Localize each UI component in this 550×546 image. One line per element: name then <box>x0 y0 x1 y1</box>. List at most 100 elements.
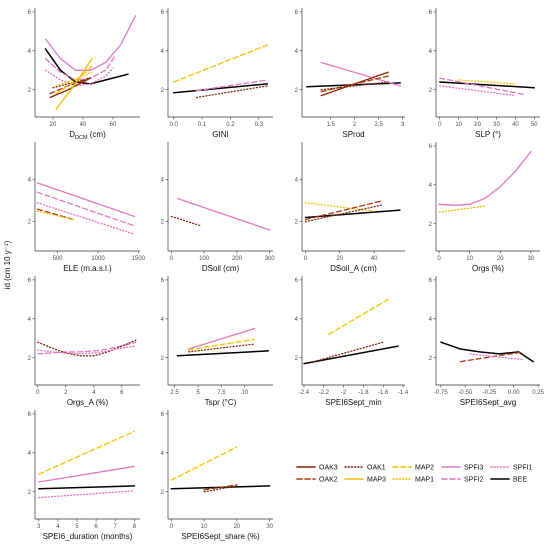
x-tick-label: 30 <box>527 256 534 262</box>
series-line-spfi3 <box>38 465 135 483</box>
legend-item-map3: MAP3 <box>344 477 386 484</box>
x-axis-label: SPEI6Sept_avg <box>460 398 516 407</box>
y-tick-label: 4 <box>429 49 433 55</box>
x-axis-label: SPEI6_duration (months) <box>43 532 133 541</box>
y-tick-label: 2 <box>28 88 32 94</box>
x-axis-label: DSoil_A (cm) <box>330 264 377 273</box>
x-axis-label: Orgs_A (%) <box>67 398 109 407</box>
series-line-map2 <box>173 44 268 83</box>
series-line-spfi2 <box>44 54 117 81</box>
series-line-spfi2 <box>37 341 137 355</box>
series-line-map1 <box>458 79 517 85</box>
series-line-bee <box>172 83 269 94</box>
x-tick-label: -0.25 <box>483 390 497 396</box>
x-tick-label: 2 <box>64 390 68 396</box>
x-tick-label: -0.75 <box>434 390 448 396</box>
legend-label: OAK2 <box>319 477 338 484</box>
x-tick-label: 20 <box>50 122 57 128</box>
legend-item-bee: BEE <box>490 477 527 484</box>
legend-label: MAP3 <box>367 477 386 484</box>
x-tick-label: 40 <box>512 122 519 128</box>
series-line-oak1 <box>203 485 238 493</box>
x-tick-label: -0.50 <box>458 390 472 396</box>
x-tick-label: 6 <box>94 524 98 530</box>
legend-label: SPFI1 <box>513 465 533 472</box>
x-tick-label: 20 <box>234 524 241 530</box>
y-tick-label: 2 <box>295 356 299 362</box>
x-tick-label: -1.6 <box>378 390 389 396</box>
series-line-oak3 <box>49 77 92 99</box>
x-tick-label: 0 <box>36 390 40 396</box>
x-tick-label: 10 <box>201 524 208 530</box>
series-line-spfi2 <box>36 191 135 227</box>
x-tick-label: 0.1 <box>198 122 207 128</box>
y-tick-label: 2 <box>28 490 32 496</box>
series-line-spfi3 <box>438 151 532 206</box>
series-line-map1 <box>36 210 75 221</box>
x-tick-label: 1.5 <box>327 122 336 128</box>
series-line-spfi1 <box>38 490 135 499</box>
x-tick-label: 4 <box>56 524 60 530</box>
x-axis-label: SPEI6Sept_min <box>325 398 381 407</box>
x-tick-label: 2.5 <box>374 122 383 128</box>
y-tick-label: 4 <box>28 178 32 184</box>
x-tick-label: 20 <box>497 256 504 262</box>
legend-label: OAK1 <box>367 465 386 472</box>
x-axis-label: DDCM (cm) <box>69 130 106 141</box>
x-tick-label: 4 <box>92 390 96 396</box>
legend-label: OAK3 <box>319 465 338 472</box>
series-line-spfi2 <box>195 79 268 92</box>
y-tick-label: 6 <box>429 144 433 150</box>
series-line-spfi1 <box>44 67 114 87</box>
x-tick-label: 20 <box>474 122 481 128</box>
y-tick-label: 2 <box>28 220 32 226</box>
y-tick-label: 6 <box>28 278 32 284</box>
series-line-bee <box>439 81 536 89</box>
y-tick-label: 6 <box>161 10 165 16</box>
series-line-oak2 <box>304 200 384 221</box>
panel-8: 2 4 6 0 10 20 30 Orgs (%) <box>429 142 540 273</box>
legend-label: SPFI3 <box>464 465 484 472</box>
series-line-spfi3 <box>177 197 271 231</box>
series-line-map3 <box>55 57 93 110</box>
series-line-oak1 <box>170 215 202 227</box>
y-tick-label: 4 <box>295 49 299 55</box>
panel-1: 2 4 6 20 40 60 DDCM (cm) <box>28 8 140 141</box>
y-tick-label: 4 <box>295 317 299 323</box>
x-tick-label: 7.5 <box>217 390 226 396</box>
series-line-map2 <box>170 446 238 481</box>
x-tick-label: 5 <box>196 390 200 396</box>
legend-label: SPFI2 <box>464 477 484 484</box>
y-tick-label: 2 <box>161 490 165 496</box>
x-tick-label: 10 <box>242 390 249 396</box>
x-axis-label: SProd <box>342 130 364 139</box>
y-tick-label: 6 <box>429 10 433 16</box>
y-tick-label: 2 <box>161 88 165 94</box>
y-tick-label: 2 <box>295 88 299 94</box>
y-tick-label: 4 <box>28 451 32 457</box>
x-tick-label: 10 <box>455 122 462 128</box>
x-tick-label: -1.8 <box>358 390 369 396</box>
x-tick-label: 40 <box>371 256 378 262</box>
series-line-map2 <box>187 338 255 351</box>
series-line-map1 <box>304 202 375 212</box>
x-tick-label: 1000 <box>91 256 105 262</box>
series-line-map1 <box>55 71 93 87</box>
series-line-oak1 <box>37 339 137 357</box>
x-tick-label: 0 <box>304 256 308 262</box>
series-line-spfi1 <box>37 345 137 355</box>
legend-item-map1: MAP1 <box>392 477 434 484</box>
x-axis-label: SPEI6Sept_share (%) <box>181 532 260 541</box>
x-tick-label: 0.3 <box>255 122 264 128</box>
legend-label: BEE <box>513 477 527 484</box>
x-tick-label: 0 <box>170 524 174 530</box>
y-tick-label: 2 <box>28 356 32 362</box>
y-tick-label: 6 <box>28 10 32 16</box>
x-tick-label: 0 <box>170 256 174 262</box>
x-tick-label: 0 <box>438 122 442 128</box>
x-tick-label: 30 <box>493 122 500 128</box>
series-line-bee <box>303 345 399 365</box>
